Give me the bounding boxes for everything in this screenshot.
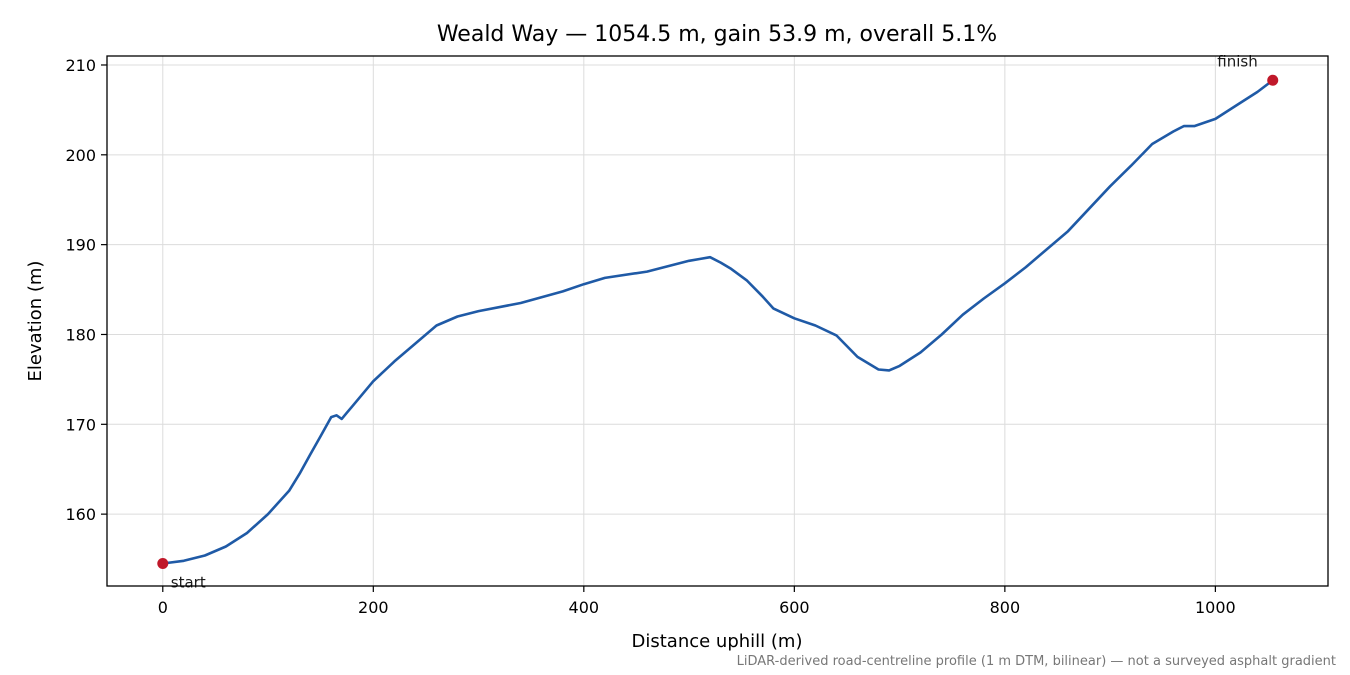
x-tick-label: 200 (358, 598, 389, 617)
x-tick-label: 400 (569, 598, 600, 617)
chart-title: Weald Way — 1054.5 m, gain 53.9 m, overa… (437, 22, 997, 47)
finish-marker (1267, 74, 1279, 86)
grid-lines (107, 56, 1328, 586)
y-tick-label: 180 (65, 325, 96, 344)
x-tick-label: 1000 (1195, 598, 1236, 617)
x-tick-label: 0 (158, 598, 168, 617)
y-tick-label: 190 (65, 236, 96, 255)
elevation-series-line (161, 79, 1274, 565)
x-axis-label: Distance uphill (m) (632, 631, 803, 652)
y-tick-label: 210 (65, 56, 96, 75)
y-axis: 160 170 180 190 200 210 (65, 56, 107, 524)
start-marker (157, 558, 169, 570)
x-tick-label: 800 (990, 598, 1021, 617)
y-tick-label: 170 (65, 415, 96, 434)
y-axis-label: Elevation (m) (25, 261, 46, 382)
plot-frame (106, 55, 1329, 587)
y-tick-label: 160 (65, 505, 96, 524)
marker-layer: start finish (157, 52, 1279, 592)
footnote: LiDAR-derived road-centreline profile (1… (737, 654, 1336, 669)
x-tick-label: 600 (779, 598, 810, 617)
series-layer (161, 79, 1274, 565)
y-tick-label: 200 (65, 146, 96, 165)
finish-label: finish (1217, 52, 1257, 70)
x-axis: 0 200 400 600 800 1000 (158, 586, 1236, 617)
start-label: start (171, 574, 206, 592)
